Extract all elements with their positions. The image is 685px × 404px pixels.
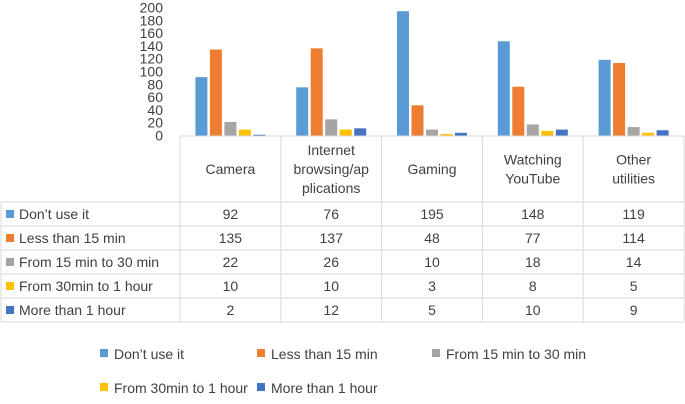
bar bbox=[440, 134, 453, 136]
data-label: 5 bbox=[428, 302, 436, 318]
y-tick-label: 100 bbox=[140, 64, 164, 80]
category-label: Gaming bbox=[407, 161, 456, 177]
data-label: 195 bbox=[420, 206, 444, 222]
table-series-name: More than 1 hour bbox=[19, 302, 126, 318]
data-label: 76 bbox=[323, 206, 339, 222]
table-legend-key bbox=[6, 234, 14, 242]
legend-swatch bbox=[257, 349, 265, 357]
bar bbox=[598, 59, 611, 137]
legend-label: Don’t use it bbox=[114, 346, 184, 362]
bar bbox=[296, 87, 309, 136]
y-tick-label: 200 bbox=[140, 0, 164, 16]
y-tick-label: 60 bbox=[147, 89, 163, 105]
bar bbox=[627, 127, 640, 136]
data-table: Camera Internet browsing/ap plications Gamin… bbox=[0, 135, 685, 323]
data-label: 48 bbox=[424, 230, 440, 246]
data-label: 92 bbox=[223, 206, 239, 222]
data-label: 77 bbox=[525, 230, 541, 246]
data-label: 10 bbox=[525, 302, 541, 318]
data-label: 3 bbox=[428, 278, 436, 294]
bar bbox=[325, 119, 338, 136]
bar bbox=[613, 63, 626, 136]
bar bbox=[455, 132, 467, 136]
category-label: Watching YouTube bbox=[504, 152, 562, 187]
bar bbox=[411, 105, 424, 136]
y-tick-label: 180 bbox=[140, 12, 164, 28]
bar bbox=[238, 129, 251, 136]
y-tick-label: 140 bbox=[140, 38, 164, 54]
data-label: 22 bbox=[223, 254, 239, 270]
y-tick-label: 160 bbox=[140, 25, 164, 41]
y-tick-label: 40 bbox=[147, 102, 163, 118]
bar bbox=[253, 134, 266, 136]
data-label: 2 bbox=[227, 302, 235, 318]
bar bbox=[195, 77, 208, 136]
legend: Don’t use it Less than 15 min From 15 min … bbox=[100, 346, 586, 396]
category-label: Internet browsing/ap plications bbox=[293, 142, 369, 196]
legend-label: More than 1 hour bbox=[271, 380, 378, 396]
category-label: Other utilities bbox=[612, 152, 655, 187]
table-legend-key bbox=[6, 282, 14, 290]
y-tick-label: 0 bbox=[155, 128, 163, 144]
bar bbox=[512, 86, 525, 136]
data-label: 9 bbox=[630, 302, 638, 318]
bar bbox=[497, 41, 510, 136]
y-tick-label: 80 bbox=[147, 76, 163, 92]
bar bbox=[541, 130, 554, 136]
table-legend-key bbox=[6, 210, 14, 218]
bar bbox=[656, 130, 669, 136]
y-tick-label: 120 bbox=[140, 51, 164, 67]
category-label: Camera bbox=[206, 161, 256, 177]
data-label: 10 bbox=[223, 278, 239, 294]
data-label: 135 bbox=[219, 230, 243, 246]
data-label: 10 bbox=[424, 254, 440, 270]
data-label: 5 bbox=[630, 278, 638, 294]
bar bbox=[354, 128, 367, 136]
bar bbox=[555, 129, 568, 136]
table-series-name: From 15 min to 30 min bbox=[19, 254, 159, 270]
data-label: 26 bbox=[323, 254, 339, 270]
bar bbox=[397, 11, 409, 137]
data-label: 137 bbox=[320, 230, 344, 246]
bar bbox=[642, 132, 655, 136]
legend-label: From 30min to 1 hour bbox=[114, 380, 248, 396]
legend-swatch bbox=[432, 349, 440, 357]
bar bbox=[224, 121, 237, 136]
legend-swatch bbox=[100, 349, 108, 357]
data-label: 14 bbox=[626, 254, 642, 270]
bar bbox=[310, 48, 323, 136]
data-label: 8 bbox=[529, 278, 537, 294]
table-legend-key bbox=[6, 258, 14, 266]
legend-swatch bbox=[257, 383, 265, 391]
legend-label: From 15 min to 30 min bbox=[446, 346, 586, 362]
table-series-name: Don’t use it bbox=[19, 206, 89, 222]
data-label: 114 bbox=[622, 230, 645, 246]
data-label: 119 bbox=[622, 206, 645, 222]
data-label: 12 bbox=[323, 302, 339, 318]
data-label: 10 bbox=[323, 278, 339, 294]
table-legend-key bbox=[6, 306, 14, 314]
table-series-name: From 30min to 1 hour bbox=[19, 278, 153, 294]
bar bbox=[426, 129, 438, 136]
y-tick-label: 20 bbox=[147, 115, 163, 131]
legend-swatch bbox=[100, 383, 108, 391]
bar bbox=[526, 124, 539, 136]
bars bbox=[195, 11, 669, 137]
data-label: 148 bbox=[521, 206, 545, 222]
data-label: 18 bbox=[525, 254, 541, 270]
bar bbox=[209, 49, 222, 136]
bar bbox=[339, 129, 352, 136]
legend-label: Less than 15 min bbox=[271, 346, 378, 362]
table-series-name: Less than 15 min bbox=[19, 230, 126, 246]
